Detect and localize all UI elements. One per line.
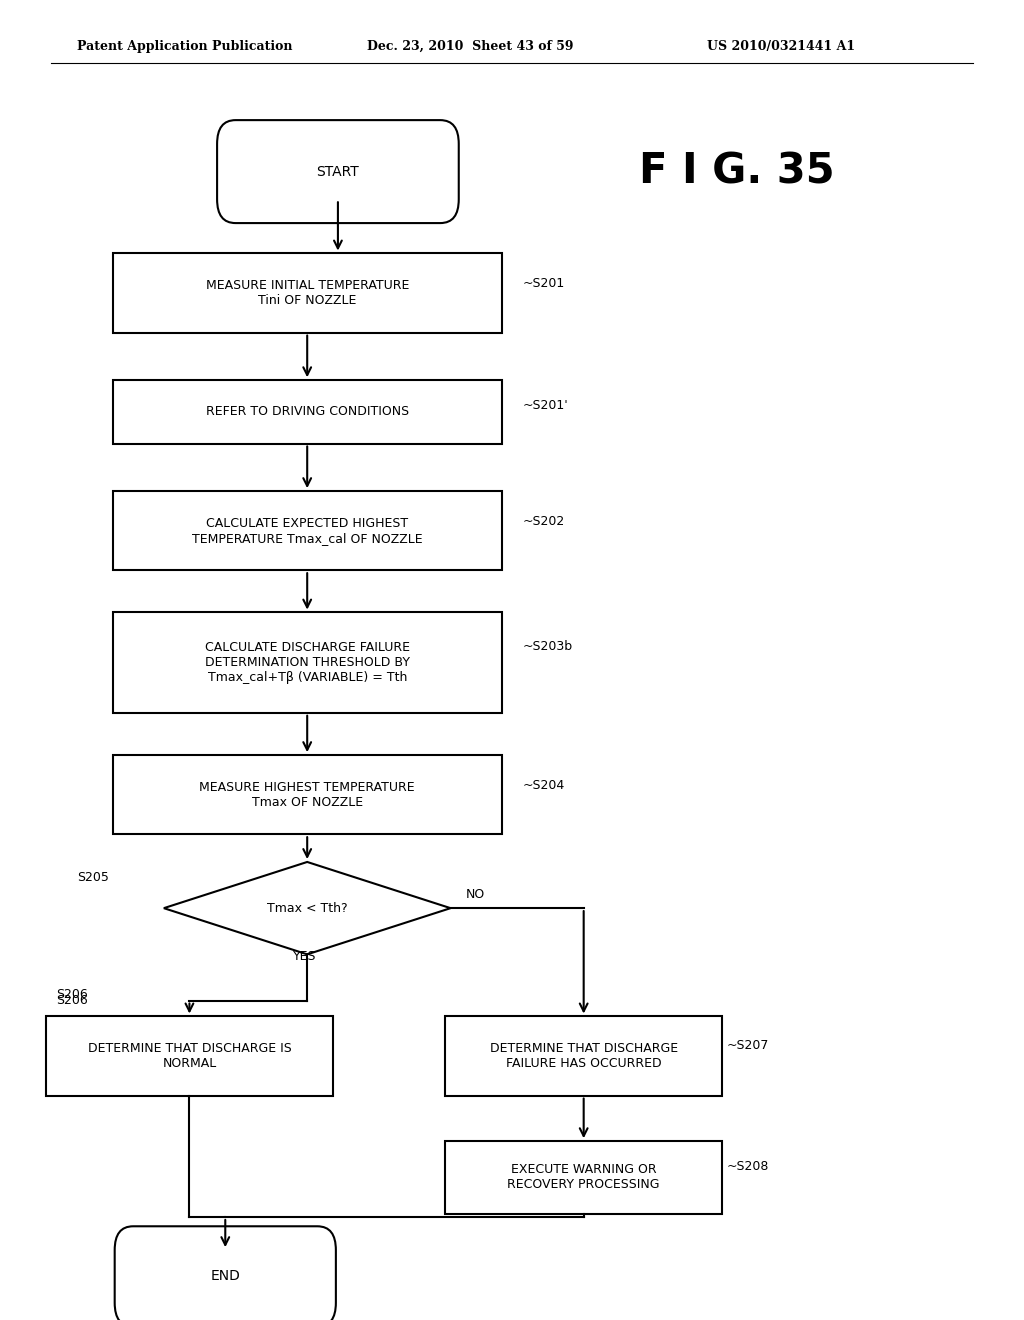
Text: F I G. 35: F I G. 35 [639, 150, 836, 193]
Text: Tmax < Tth?: Tmax < Tth? [267, 902, 347, 915]
Text: ~S207: ~S207 [727, 1039, 769, 1052]
Text: S205: S205 [77, 871, 109, 884]
Text: MEASURE HIGHEST TEMPERATURE
Tmax OF NOZZLE: MEASURE HIGHEST TEMPERATURE Tmax OF NOZZ… [200, 780, 415, 809]
Text: Dec. 23, 2010  Sheet 43 of 59: Dec. 23, 2010 Sheet 43 of 59 [367, 40, 573, 53]
Text: DETERMINE THAT DISCHARGE
FAILURE HAS OCCURRED: DETERMINE THAT DISCHARGE FAILURE HAS OCC… [489, 1041, 678, 1071]
Text: REFER TO DRIVING CONDITIONS: REFER TO DRIVING CONDITIONS [206, 405, 409, 418]
Text: MEASURE INITIAL TEMPERATURE
Tini OF NOZZLE: MEASURE INITIAL TEMPERATURE Tini OF NOZZ… [206, 279, 409, 308]
FancyBboxPatch shape [217, 120, 459, 223]
Text: CALCULATE EXPECTED HIGHEST
TEMPERATURE Tmax_cal OF NOZZLE: CALCULATE EXPECTED HIGHEST TEMPERATURE T… [191, 516, 423, 545]
Text: YES: YES [294, 950, 316, 964]
Text: ~S201': ~S201' [522, 399, 568, 412]
Text: S206: S206 [56, 987, 88, 1001]
Bar [445, 1140, 722, 1214]
Text: CALCULATE DISCHARGE FAILURE
DETERMINATION THRESHOLD BY
Tmax_cal+Tβ (VARIABLE) = : CALCULATE DISCHARGE FAILURE DETERMINATIO… [205, 642, 410, 684]
Text: START: START [316, 165, 359, 178]
Polygon shape [164, 862, 451, 954]
Bar [113, 612, 502, 713]
Text: ~S201: ~S201 [522, 277, 564, 290]
Bar [113, 380, 502, 444]
Text: EXECUTE WARNING OR
RECOVERY PROCESSING: EXECUTE WARNING OR RECOVERY PROCESSING [508, 1163, 659, 1192]
Text: ~S202: ~S202 [522, 515, 564, 528]
Text: ~S203b: ~S203b [522, 640, 572, 653]
Text: US 2010/0321441 A1: US 2010/0321441 A1 [707, 40, 855, 53]
Bar [46, 1016, 333, 1096]
Text: END: END [210, 1270, 241, 1283]
FancyBboxPatch shape [115, 1226, 336, 1320]
Text: ~S208: ~S208 [727, 1160, 769, 1173]
Text: NO: NO [466, 888, 485, 902]
Bar [113, 491, 502, 570]
Bar [113, 755, 502, 834]
Text: S206: S206 [56, 994, 88, 1007]
Text: ~S204: ~S204 [522, 779, 564, 792]
Bar [445, 1016, 722, 1096]
Bar [113, 253, 502, 333]
Text: Patent Application Publication: Patent Application Publication [77, 40, 292, 53]
Text: DETERMINE THAT DISCHARGE IS
NORMAL: DETERMINE THAT DISCHARGE IS NORMAL [88, 1041, 291, 1071]
